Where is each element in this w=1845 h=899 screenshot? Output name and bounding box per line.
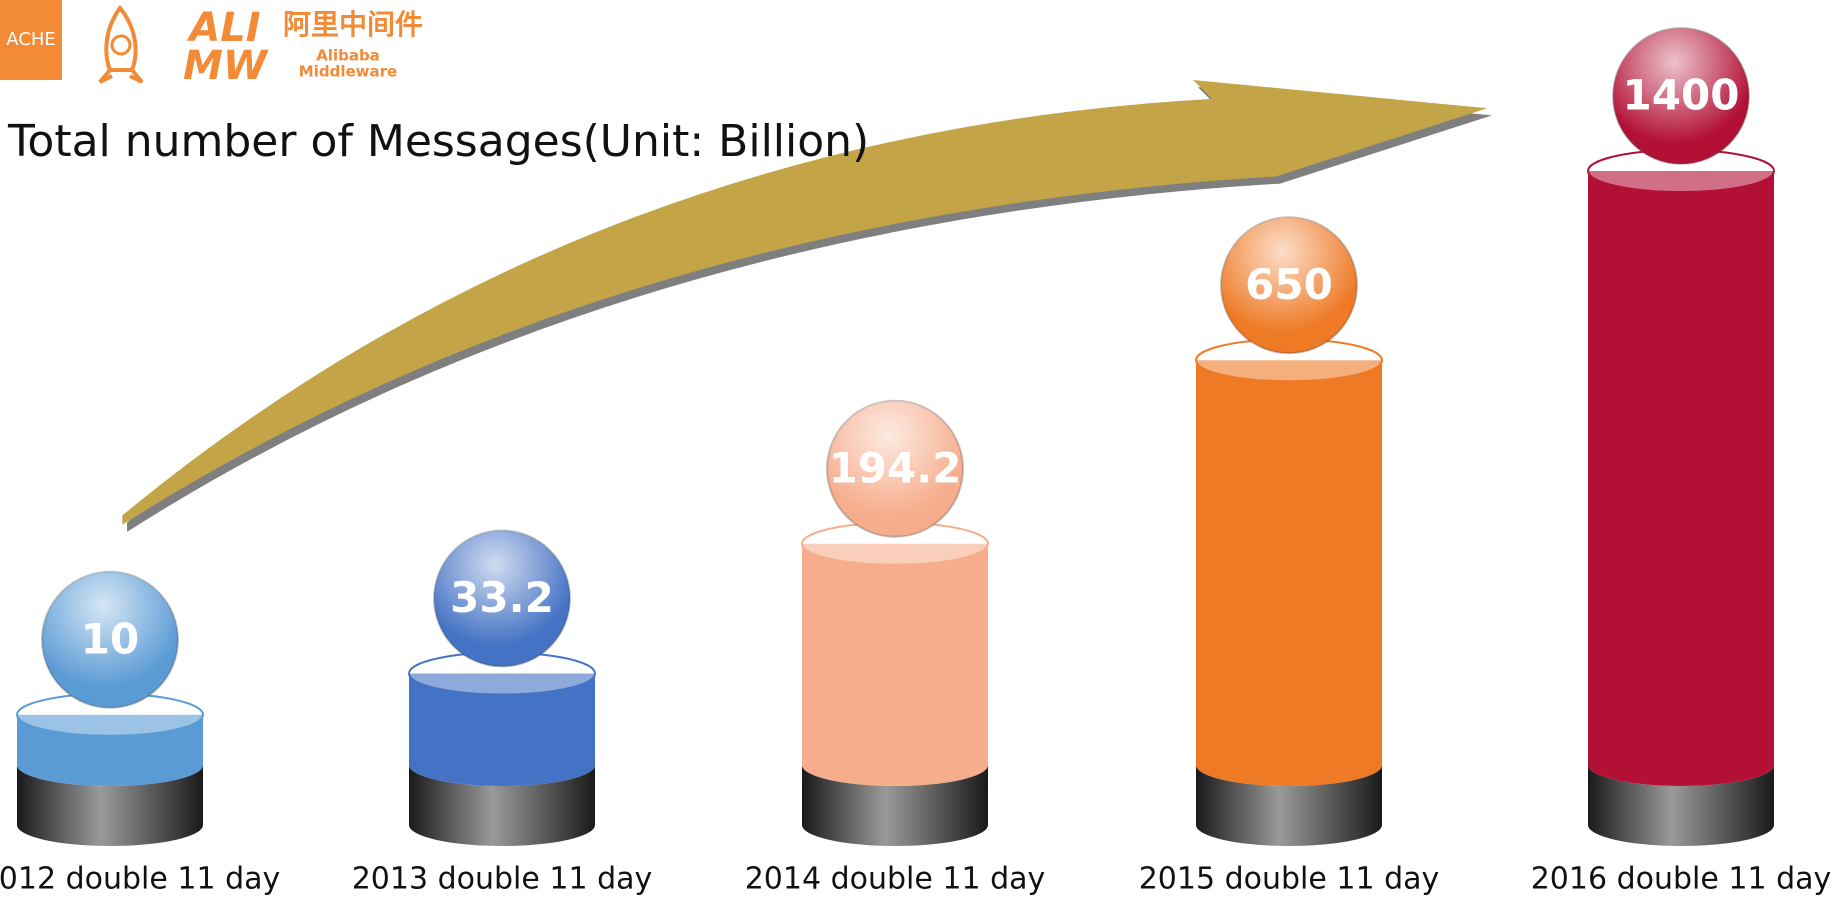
logo-text: Alibaba xyxy=(316,47,380,65)
value-label: 10 xyxy=(81,614,139,663)
category-label: 2014 double 11 day xyxy=(745,862,1046,897)
bar-bottom xyxy=(802,744,988,786)
logo-text: ALI xyxy=(186,5,260,51)
bubble-shine xyxy=(1221,217,1357,354)
rocket-logo xyxy=(98,4,144,84)
pedestal-bottom xyxy=(802,804,988,846)
bubble-shine xyxy=(827,400,963,537)
bar-bottom xyxy=(409,744,595,786)
value-label: 1400 xyxy=(1623,71,1740,120)
bar-bottom xyxy=(17,744,203,786)
pedestal-bottom xyxy=(17,804,203,846)
pedestal-bottom xyxy=(409,804,595,846)
bar-bottom xyxy=(1196,744,1382,786)
bar-bottom xyxy=(1588,744,1774,786)
bubble-shine xyxy=(434,530,570,667)
category-label: 2016 double 11 day xyxy=(1531,862,1832,897)
logo-text: MW xyxy=(183,43,269,89)
bubble-shine xyxy=(42,571,178,708)
category-label: 2012 double 11 day xyxy=(0,862,280,897)
chart-title: Total number of Messages(Unit: Billion) xyxy=(7,116,869,167)
value-label: 194.2 xyxy=(829,443,962,492)
category-label: 2013 double 11 day xyxy=(352,862,653,897)
arrow xyxy=(122,80,1488,525)
bubble-shine xyxy=(1613,28,1749,164)
logo-text: 阿里中间件 xyxy=(283,8,423,41)
bar xyxy=(1588,171,1774,765)
value-label: 33.2 xyxy=(450,573,554,622)
bar xyxy=(1196,360,1382,765)
pedestal-bottom xyxy=(1196,804,1382,846)
trend-arrow xyxy=(122,80,1493,532)
apache-logo xyxy=(0,0,62,80)
pedestal-bottom xyxy=(1588,804,1774,846)
value-label: 650 xyxy=(1245,260,1333,309)
logo-text: ACHE xyxy=(6,29,55,50)
bar xyxy=(802,543,988,765)
category-label: 2015 double 11 day xyxy=(1139,862,1440,897)
logos: ACHE ALI MW 阿里中间件 Alibaba Middleware xyxy=(0,0,423,89)
rocket-window xyxy=(110,34,132,56)
logo-text: Middleware xyxy=(299,63,397,81)
